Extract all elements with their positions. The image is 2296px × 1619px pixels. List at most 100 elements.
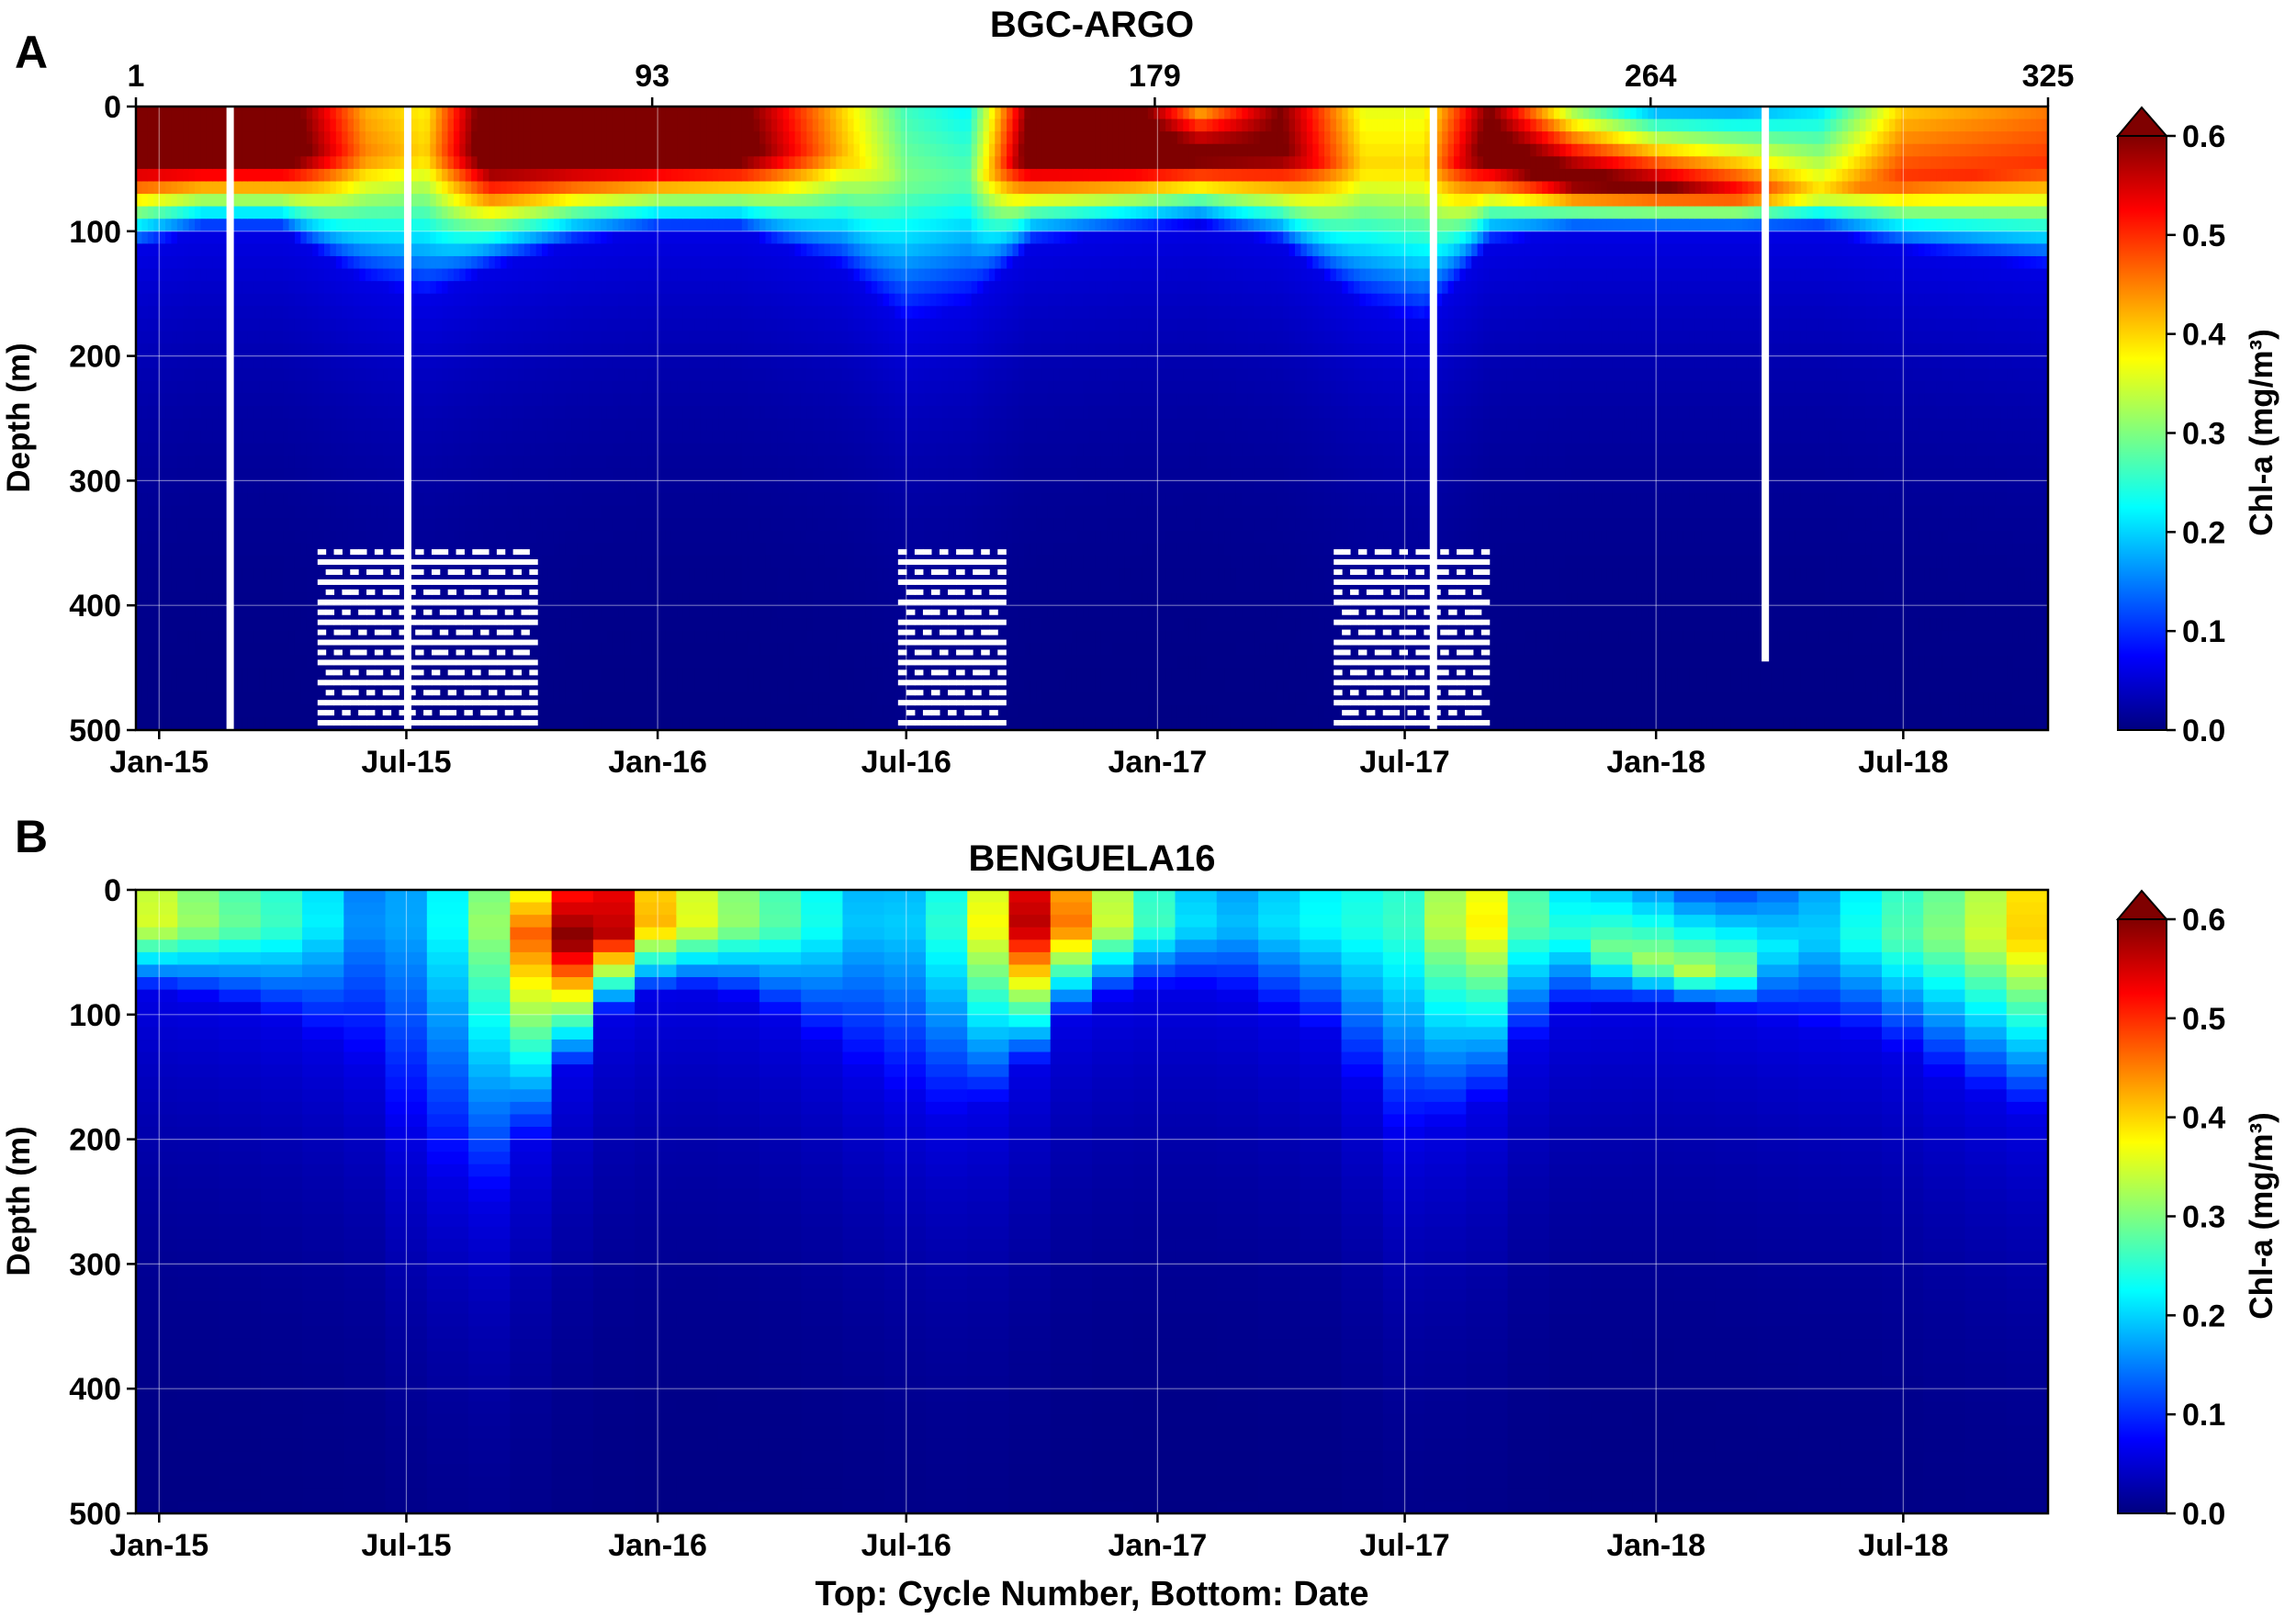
panel-a-heatmap-cell	[183, 655, 190, 669]
panel-a-heatmap-cell	[206, 194, 213, 208]
panel-a-heatmap-cell	[594, 418, 602, 432]
panel-a-heatmap-cell	[294, 568, 301, 581]
panel-a-heatmap-cell	[670, 230, 678, 244]
panel-a-heatmap-cell	[306, 717, 313, 731]
panel-a-heatmap-cell	[630, 380, 637, 394]
panel-a-heatmap-cell	[653, 717, 660, 731]
panel-a-heatmap-cell	[547, 331, 555, 344]
panel-a-heatmap-cell	[665, 306, 672, 320]
panel-a-heatmap-cell	[530, 306, 537, 320]
panel-a-heatmap-cell	[365, 118, 372, 132]
panel-a-heatmap-cell	[235, 118, 242, 132]
panel-a-heatmap-cell	[183, 306, 190, 320]
panel-a-heatmap-cell	[306, 605, 313, 619]
panel-a-heatmap-cell	[577, 243, 584, 257]
panel-a-heatmap-cell	[677, 131, 684, 145]
panel-a-heatmap-cell	[141, 467, 149, 481]
panel-a-heatmap-cell	[394, 405, 401, 420]
panel-a-heatmap-cell	[242, 692, 249, 706]
panel-a-heatmap-cell	[359, 181, 366, 195]
panel-a-heatmap-cell	[253, 530, 261, 544]
panel-a-heatmap-cell	[212, 206, 219, 219]
panel-a-heatmap-cell	[330, 230, 337, 244]
panel-a-heatmap-cell	[147, 630, 154, 644]
panel-a-heatmap-cell	[447, 505, 455, 519]
panel-a-heatmap-cell	[188, 156, 196, 170]
panel-a-heatmap-cell	[288, 355, 296, 369]
panel-a-heatmap-cell	[577, 704, 584, 719]
panel-a-heatmap-cell	[494, 467, 501, 481]
panel-a-heatmap-cell	[665, 518, 672, 532]
panel-a-heatmap-cell	[589, 605, 596, 619]
panel-a-heatmap-cell	[288, 268, 296, 282]
panel-a-heatmap-cell	[294, 592, 301, 606]
panel-a-heatmap-cell	[306, 692, 313, 706]
panel-a-heatmap-cell	[242, 243, 249, 257]
panel-a-heatmap-cell	[206, 131, 213, 145]
panel-a-heatmap-cell	[477, 355, 484, 369]
panel-a-heatmap-cell	[176, 281, 184, 295]
panel-a-heatmap-cell	[276, 518, 284, 532]
panel-a-heatmap-cell	[482, 255, 490, 270]
panel-a-heatmap-cell	[442, 318, 449, 332]
panel-a-heatmap-cell	[136, 655, 143, 669]
panel-a-heatmap-cell	[535, 642, 543, 657]
panel-a-heatmap-cell	[242, 368, 249, 382]
panel-a-heatmap-cell	[501, 530, 508, 544]
panel-a-heatmap-cell	[165, 505, 173, 519]
panel-a-heatmap-cell	[601, 717, 608, 731]
panel-a-heatmap-cell	[718, 107, 726, 120]
panel-a-heatmap-cell	[618, 642, 625, 657]
panel-a-heatmap-cell	[294, 467, 301, 481]
panel-a-heatmap-cell	[535, 592, 543, 606]
panel-a-heatmap-cell	[176, 692, 184, 706]
panel-a-heatmap-cell	[153, 617, 161, 631]
panel-a-heatmap-cell	[342, 293, 349, 307]
panel-a-heatmap-cell	[477, 704, 484, 719]
panel-a-heatmap-cell	[700, 431, 707, 444]
panel-a-heatmap-cell	[253, 443, 261, 456]
panel-a-heatmap-cell	[535, 194, 543, 208]
panel-a-heatmap-cell	[523, 480, 531, 494]
panel-a-heatmap-cell	[718, 455, 726, 469]
panel-a-heatmap-cell	[706, 467, 714, 481]
panel-a-heatmap-cell	[501, 331, 508, 344]
panel-a-heatmap-cell	[612, 156, 619, 170]
panel-a-heatmap-cell	[565, 194, 572, 208]
panel-a-heatmap-cell	[577, 219, 584, 232]
panel-a-heatmap-cell	[630, 194, 637, 208]
panel-a-heatmap-cell	[459, 505, 467, 519]
panel-a-heatmap-cell	[283, 680, 290, 693]
panel-a-heatmap-cell	[242, 605, 249, 619]
panel-a-heatmap-cell	[159, 717, 166, 731]
panel-a-heatmap-cell	[670, 443, 678, 456]
panel-a-heatmap-cell	[477, 368, 484, 382]
panel-a-heatmap-cell	[347, 405, 355, 420]
panel-a-heatmap-cell	[565, 605, 572, 619]
panel-a-heatmap-cell	[276, 405, 284, 420]
panel-a-heatmap-cell	[718, 605, 726, 619]
panel-a-heatmap-cell	[141, 543, 149, 557]
panel-a-heatmap-cell	[418, 219, 425, 232]
panel-a-heatmap-cell	[565, 268, 572, 282]
panel-a-heatmap-cell	[447, 343, 455, 357]
panel-a-heatmap-cell	[335, 255, 343, 270]
panel-a-heatmap-cell	[530, 505, 537, 519]
panel-a-heatmap-cell	[147, 156, 154, 170]
panel-a-heatmap-cell	[665, 480, 672, 494]
panel-a-heatmap-cell	[641, 181, 648, 195]
panel-a-heatmap-cell	[300, 131, 308, 145]
panel-a-heatmap-cell	[188, 131, 196, 145]
panel-a-heatmap-cell	[271, 668, 278, 681]
panel-a-heatmap-cell	[571, 143, 579, 157]
panel-a-heatmap-cell	[383, 418, 390, 432]
panel-a-heatmap-cell	[706, 343, 714, 357]
panel-a-heatmap-cell	[276, 331, 284, 344]
panel-a-heatmap-cell	[183, 368, 190, 382]
panel-a-heatmap-cell	[682, 194, 690, 208]
panel-a-heatmap-cell	[471, 467, 478, 481]
panel-a-heatmap-cell	[171, 668, 178, 681]
panel-a-heatmap-cell	[264, 592, 272, 606]
panel-a-heatmap-cell	[141, 555, 149, 569]
panel-a-heatmap-cell	[641, 343, 648, 357]
